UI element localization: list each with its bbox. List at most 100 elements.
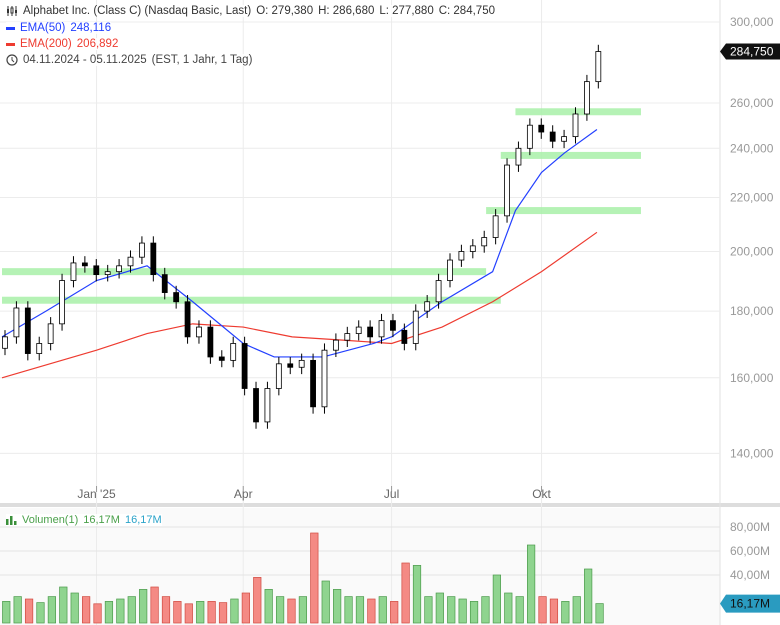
- volume-bar: [275, 596, 285, 624]
- x-tick-label: Apr: [234, 487, 253, 501]
- candle: [549, 125, 556, 149]
- candle-body: [584, 81, 590, 115]
- candle: [230, 336, 237, 368]
- candle: [504, 158, 510, 223]
- candle-body: [104, 271, 111, 275]
- candle-body: [264, 388, 271, 423]
- volume-bar: [321, 580, 330, 624]
- legend-ema50[interactable]: EMA(50) 248,116: [6, 22, 112, 34]
- volume-bar: [82, 596, 91, 624]
- volume-bar: [70, 592, 79, 624]
- close-value: C: 284,750: [438, 5, 495, 17]
- candle-body: [298, 359, 305, 368]
- legend-range: 04.11.2024 - 05.11.2025 (EST, 1 Jahr, 1 …: [6, 54, 253, 66]
- x-tick-label: Jan '25: [77, 487, 116, 501]
- candle-body: [447, 259, 453, 281]
- candle: [36, 336, 43, 361]
- candle: [481, 230, 488, 253]
- candle: [298, 353, 305, 375]
- candle: [584, 74, 590, 121]
- panel-divider: [0, 503, 780, 507]
- candle: [116, 259, 122, 279]
- candle: [127, 250, 134, 273]
- last-volume-tag: [720, 594, 780, 613]
- candle: [184, 295, 191, 344]
- volume-bar: [196, 601, 205, 624]
- candle-body: [218, 356, 225, 361]
- volume-bar: [127, 596, 136, 624]
- candle: [538, 118, 545, 139]
- volume-bar: [504, 592, 513, 624]
- candlestick-icon: [7, 6, 17, 16]
- volume-label: Volumen(1): [22, 514, 79, 526]
- legend-ema200[interactable]: EMA(200) 206,892: [6, 38, 119, 50]
- volume-bar: [161, 596, 171, 624]
- y-tick-label: 160,000: [730, 371, 774, 385]
- candle-body: [230, 343, 237, 361]
- volume-bar: [173, 601, 182, 624]
- volume-bar: [549, 598, 559, 624]
- candle-body: [492, 215, 499, 238]
- candle-body: [515, 147, 522, 166]
- volume-bar: [584, 568, 593, 624]
- candle-body: [549, 131, 556, 142]
- price-level-band: [500, 151, 641, 159]
- range-note: (EST, 1 Jahr, 1 Tag): [151, 54, 253, 66]
- candle-body: [332, 339, 339, 351]
- candle: [139, 236, 145, 265]
- candle-body: [538, 124, 545, 133]
- candle: [81, 256, 88, 273]
- x-tick-label: Okt: [532, 487, 551, 501]
- candle: [469, 239, 476, 259]
- volume-bar: [104, 601, 114, 624]
- candle: [367, 320, 374, 344]
- price-level-band: [515, 108, 641, 116]
- candle-body: [13, 307, 20, 338]
- candle-body: [572, 113, 579, 138]
- candle: [412, 304, 419, 351]
- volume-bar: [458, 598, 467, 624]
- price-level-band: [2, 296, 501, 304]
- candle-body: [424, 301, 431, 312]
- volume-bar: [207, 601, 216, 624]
- volume-bar: [401, 562, 410, 624]
- candle-body: [401, 329, 408, 344]
- candle-body: [595, 51, 602, 83]
- ema200-value: 206,892: [76, 38, 119, 50]
- volume-bar: [298, 596, 308, 624]
- ema50-line: [1, 128, 598, 358]
- volume-bar: [36, 602, 45, 624]
- candle: [24, 301, 31, 361]
- legend-volume[interactable]: Volumen(1) 16,17M 16,17M: [6, 514, 162, 526]
- candle: [207, 320, 214, 364]
- candle: [447, 253, 453, 288]
- volume-bar: [59, 586, 68, 624]
- candle: [492, 209, 499, 245]
- candle-body: [2, 336, 8, 349]
- candle-body: [36, 343, 43, 354]
- candle: [253, 381, 259, 429]
- candle: [173, 285, 180, 309]
- candle-body: [469, 245, 476, 252]
- candle-body: [367, 326, 374, 338]
- candle-body: [344, 333, 351, 341]
- candle: [13, 301, 20, 344]
- volume-bar: [13, 596, 22, 624]
- candle-body: [161, 274, 168, 293]
- candle: [310, 353, 316, 414]
- candle-body: [321, 349, 328, 408]
- candle: [321, 343, 328, 414]
- price-level-band: [2, 268, 487, 276]
- low-value: L: 277,880: [379, 5, 434, 17]
- ema200-line: [1, 231, 598, 379]
- bar-chart-icon: [6, 516, 17, 525]
- clock-icon: [6, 54, 18, 66]
- volume-bar: [24, 598, 34, 624]
- candle-body: [504, 164, 510, 217]
- volume-bar: [184, 603, 193, 624]
- volume-bar: [527, 544, 536, 624]
- candle-body: [253, 388, 259, 423]
- candle: [355, 320, 362, 341]
- candle: [458, 244, 465, 267]
